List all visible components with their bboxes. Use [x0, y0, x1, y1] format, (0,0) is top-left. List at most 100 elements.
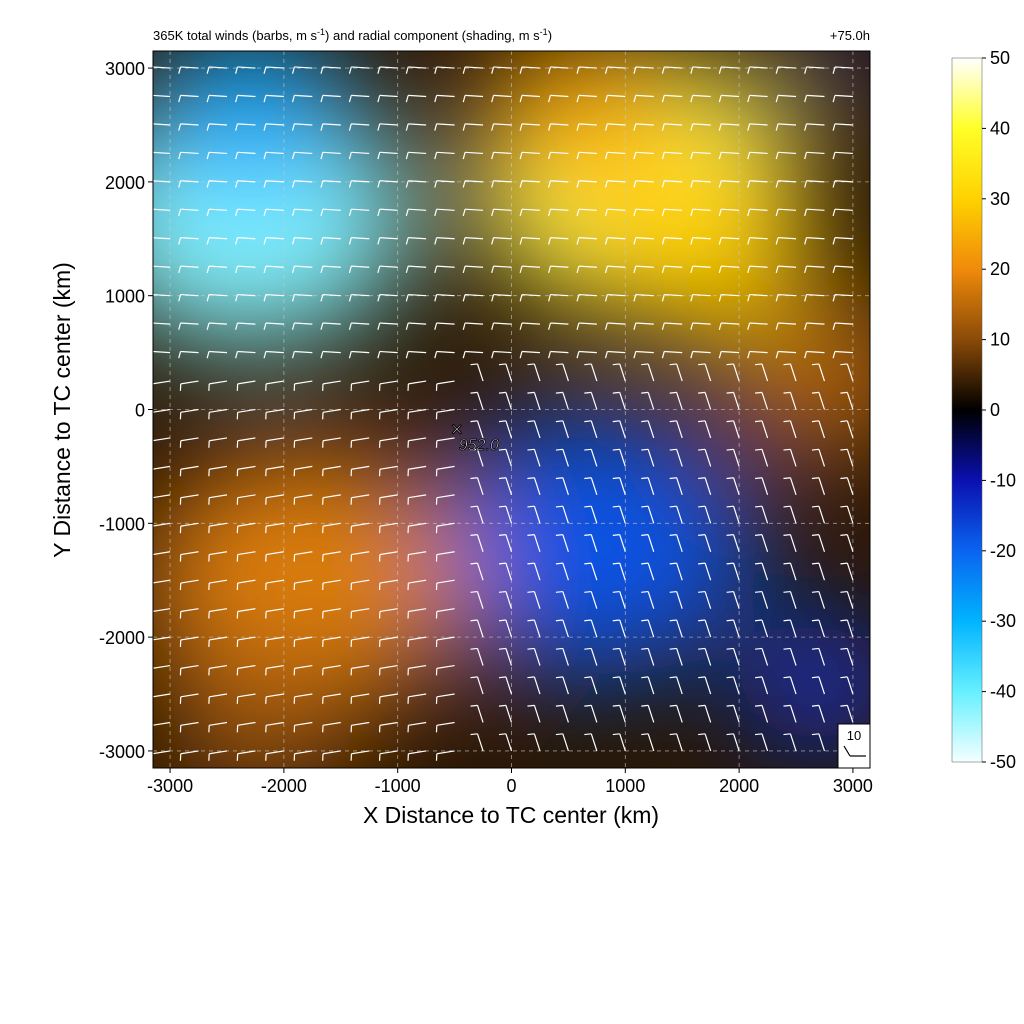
wind-barb: [436, 465, 455, 470]
wind-barb: [676, 591, 683, 609]
wind-barb: [208, 237, 228, 240]
wind-barb: [818, 619, 826, 638]
wind-barb: [789, 420, 797, 439]
wind-barb: [505, 733, 513, 752]
wind-barb: [465, 151, 484, 155]
wind-barb: [732, 420, 740, 439]
wind-barb: [721, 350, 740, 354]
wind-barb: [732, 363, 740, 382]
wind-barb: [180, 66, 199, 69]
wind-barb: [562, 534, 569, 552]
tc-center-pressure-label: 952.0: [459, 437, 499, 454]
wind-barb: [619, 506, 626, 524]
wind-barb: [692, 265, 711, 268]
wind-barb: [351, 608, 370, 613]
wind-barb: [208, 350, 228, 354]
wind-barb: [533, 392, 541, 410]
wind-barb: [818, 676, 826, 695]
wind-barb: [153, 237, 171, 240]
wind-barb: [818, 591, 826, 609]
wind-barb: [761, 534, 769, 552]
wind-barb: [619, 676, 626, 695]
wind-barb: [408, 664, 427, 669]
wind-barb: [294, 522, 313, 527]
wind-barb: [676, 648, 683, 666]
wind-barb: [379, 123, 398, 126]
wind-barb: [322, 151, 341, 155]
wind-barb: [789, 676, 797, 695]
wind-barb: [408, 437, 427, 442]
wind-barb: [153, 151, 171, 155]
wind-barb: [521, 123, 540, 126]
wind-barb: [676, 562, 683, 581]
wind-barb: [180, 380, 199, 385]
wind-barb: [408, 636, 427, 641]
y-tick-label: 0: [135, 401, 145, 421]
wind-barb: [153, 180, 171, 183]
wind-barb: [521, 180, 540, 183]
wind-barb: [379, 693, 398, 698]
wind-barb: [732, 676, 740, 695]
wind-barb: [533, 733, 541, 752]
wind-barb: [265, 123, 284, 126]
wind-barb: [436, 180, 455, 183]
wind-barb: [834, 237, 853, 240]
wind-barb: [676, 477, 683, 496]
wind-barb: [692, 322, 711, 325]
wind-barb: [322, 494, 341, 499]
wind-barb: [692, 66, 711, 69]
wind-barb: [322, 293, 341, 297]
wind-barb: [635, 322, 654, 325]
wind-barb: [294, 437, 313, 442]
wind-barb: [476, 591, 484, 609]
wind-barb: [408, 151, 427, 155]
wind-barb: [590, 477, 598, 496]
wind-barb: [294, 322, 313, 325]
wind-barb: [664, 322, 683, 325]
wind-barb: [749, 322, 768, 325]
wind-barb: [153, 265, 171, 268]
wind-barb: [761, 619, 769, 638]
wind-barb: [208, 180, 228, 183]
wind-barb: [647, 420, 655, 439]
wind-barb: [806, 293, 825, 297]
shading-blob: [719, 295, 870, 455]
wind-barb: [806, 265, 825, 268]
wind-barb: [379, 237, 398, 240]
wind-barb: [351, 94, 370, 98]
wind-barb: [153, 322, 171, 325]
wind-barb: [153, 208, 171, 211]
wind-barb: [408, 237, 427, 240]
wind-barb: [153, 664, 171, 669]
wind-barb: [322, 636, 341, 641]
wind-barb: [505, 676, 513, 695]
wind-barb: [732, 733, 740, 752]
wind-barb: [607, 293, 626, 297]
wind-barb: [818, 506, 826, 524]
wind-barb: [153, 693, 171, 698]
wind-barb: [846, 619, 854, 638]
wind-barb: [379, 322, 398, 325]
wind-barb: [237, 522, 256, 527]
wind-barb: [505, 534, 513, 552]
wind-barb: [635, 180, 654, 183]
y-tick-label: 3000: [105, 59, 145, 79]
wind-barb: [408, 380, 427, 385]
wind-barb: [732, 449, 740, 467]
shading-blob: [780, 51, 870, 108]
wind-barb: [505, 449, 513, 467]
wind-barb: [322, 522, 341, 527]
wind-barb: [180, 322, 199, 325]
wind-barb: [493, 94, 512, 98]
wind-barb: [778, 66, 797, 69]
wind-barb: [322, 579, 341, 584]
wind-barb: [732, 619, 740, 638]
wind-barb: [533, 648, 541, 666]
wind-barb: [237, 408, 256, 413]
wind-barb: [493, 293, 512, 297]
wind-barb: [704, 534, 712, 552]
wind-barb: [153, 294, 171, 297]
wind-barb: [818, 363, 826, 382]
y-tick-label: 2000: [105, 173, 145, 193]
